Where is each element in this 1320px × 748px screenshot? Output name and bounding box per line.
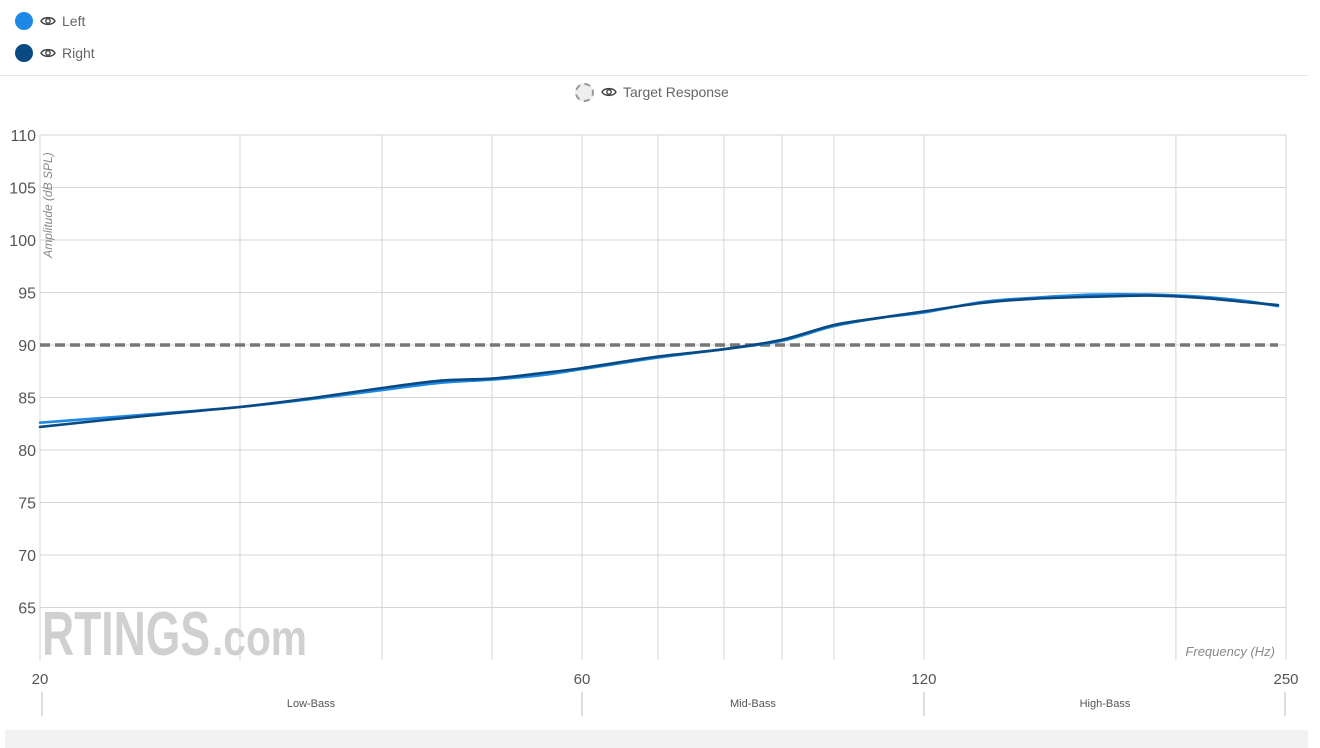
series-line-right (38, 294, 1280, 429)
band-label: Mid-Bass (730, 698, 776, 710)
eye-icon[interactable] (601, 84, 617, 100)
x-tick-label: 60 (574, 671, 591, 688)
axes: Amplitude (dB SPL) Frequency (Hz) (41, 152, 1275, 659)
eye-icon[interactable] (40, 13, 56, 29)
eye-icon[interactable] (40, 45, 56, 61)
legend-divider (0, 75, 1308, 76)
y-tick-label: 80 (18, 443, 36, 460)
x-tick-label: 20 (32, 671, 49, 688)
target-swatch (575, 82, 594, 102)
y-tick-label: 75 (18, 496, 36, 513)
x-tick-label: 120 (911, 671, 936, 688)
y-tick-label: 110 (10, 128, 36, 145)
frequency-bands: Low-Bass Mid-Bass High-Bass (41, 692, 1286, 716)
left-color-swatch (15, 12, 33, 30)
y-tick-label: 105 (9, 181, 36, 198)
band-label: Low-Bass (287, 698, 336, 710)
legend-label-left: Left (62, 13, 86, 29)
x-tick-label: 250 (1273, 671, 1298, 688)
y-tick-label: 65 (18, 601, 36, 618)
y-tick-label: 90 (18, 338, 36, 355)
legend-item-target[interactable]: Target Response (575, 82, 729, 102)
watermark-brand: RTINGS (42, 600, 210, 669)
watermark-suffix: .com (212, 610, 307, 666)
y-tick-label: 95 (18, 286, 36, 303)
grid: 65 70 75 80 85 90 95 100 105 110 20 60 120 250 (9, 128, 1298, 688)
legend-item-left[interactable]: Left (15, 11, 85, 31)
series-group (38, 293, 1280, 429)
series-line-left (38, 293, 1280, 424)
y-tick-label: 70 (18, 548, 36, 565)
x-axis-label: Frequency (Hz) (1185, 644, 1275, 659)
watermark: RTINGS .com (42, 600, 307, 669)
right-color-swatch (15, 44, 33, 62)
y-tick-label: 100 (9, 233, 36, 250)
band-label: High-Bass (1080, 698, 1131, 710)
legend-item-right[interactable]: Right (15, 43, 95, 63)
y-axis-label: Amplitude (dB SPL) (41, 152, 55, 258)
y-tick-label: 85 (18, 391, 36, 408)
bottom-strip (5, 730, 1308, 748)
legend-label-target: Target Response (623, 84, 729, 100)
legend-label-right: Right (62, 45, 95, 61)
